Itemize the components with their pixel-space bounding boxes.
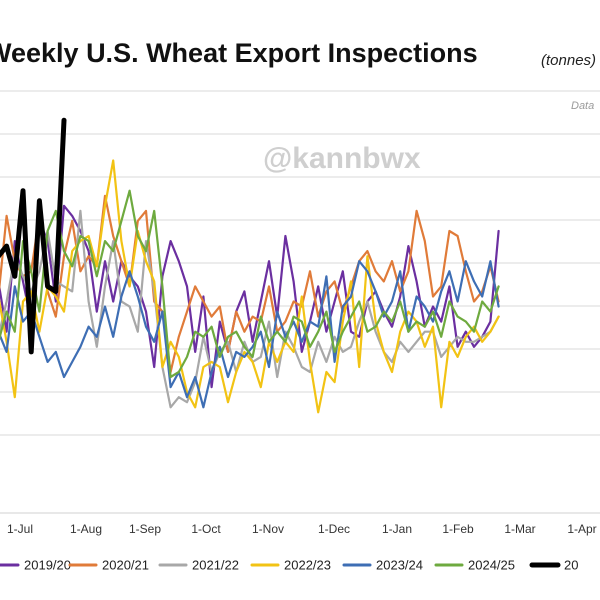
series-line-2020-21 [0, 194, 500, 374]
series-line-2022-23 [0, 159, 500, 414]
data-note: Data [571, 100, 594, 112]
series-lines [0, 117, 500, 414]
legend-label: 2022/23 [284, 558, 331, 573]
legend-label: 2020/21 [102, 558, 149, 573]
x-tick-label: 1-Nov [252, 522, 284, 536]
chart-title: Weekly U.S. Wheat Export Inspections [0, 38, 478, 68]
x-tick-labels: 1-Jul 1-Aug 1-Sep 1-Oct 1-Nov 1-Dec 1-Jan 1-Feb… [7, 522, 597, 536]
x-tick-label: 1-Apr [567, 522, 596, 536]
series-line-2024-25 [0, 189, 500, 379]
watermark: @kannbwx [263, 142, 421, 175]
series-line-2019-20 [0, 204, 500, 389]
legend-label: 2019/20 [24, 558, 71, 573]
x-tick-label: 1-Sep [129, 522, 161, 536]
legend-label: 2024/25 [468, 558, 515, 573]
x-tick-label: 1-Jul [7, 522, 33, 536]
x-tick-label: 1-Dec [318, 522, 350, 536]
legend-label: 2021/22 [192, 558, 239, 573]
series-line-20 [0, 117, 67, 355]
x-tick-label: 1-Feb [442, 522, 474, 536]
x-tick-label: 1-Aug [70, 522, 102, 536]
legend-label: 20 [564, 558, 578, 573]
x-tick-label: 1-Jan [382, 522, 412, 536]
legend: 2019/20 2020/21 2021/22 2022/23 2023/24 2024/… [0, 558, 578, 573]
x-tick-label: 1-Oct [191, 522, 221, 536]
x-tick-label: 1-Mar [504, 522, 535, 536]
chart-title-unit: (tonnes) [541, 52, 596, 69]
legend-label: 2023/24 [376, 558, 423, 573]
series-line-2023-24 [0, 260, 500, 409]
